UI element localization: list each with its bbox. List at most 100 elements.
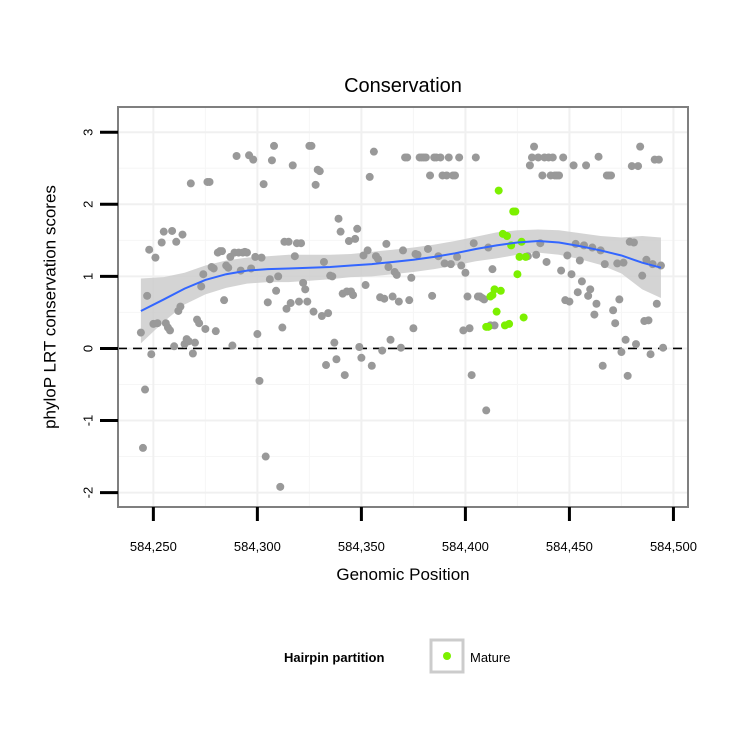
data-point	[143, 291, 152, 300]
data-point	[307, 141, 316, 150]
data-point	[636, 142, 645, 151]
data-point	[634, 162, 643, 171]
data-point	[340, 371, 349, 380]
data-point	[332, 355, 341, 364]
data-point	[394, 297, 403, 306]
data-point	[469, 239, 478, 248]
data-point	[559, 153, 568, 162]
data-point	[261, 452, 270, 461]
data-point-mature	[496, 286, 505, 295]
data-point	[569, 161, 578, 170]
legend-entry-mature: Mature	[470, 650, 510, 665]
data-point	[382, 239, 391, 248]
data-points	[136, 141, 668, 491]
data-point	[176, 302, 185, 311]
data-point	[319, 257, 328, 266]
data-point	[259, 180, 268, 189]
data-point	[276, 482, 285, 491]
data-point	[178, 230, 187, 239]
data-point	[592, 299, 601, 308]
data-point-mature	[490, 285, 499, 294]
data-point	[365, 172, 374, 181]
x-tick-label: 584,450	[546, 539, 593, 554]
data-point	[290, 252, 299, 261]
data-point	[594, 152, 603, 161]
data-point	[654, 155, 663, 164]
data-point	[367, 361, 376, 370]
data-point	[409, 324, 418, 333]
data-point	[451, 171, 460, 180]
data-point	[527, 153, 536, 162]
data-point	[147, 350, 156, 359]
data-point	[609, 306, 618, 315]
data-point	[157, 238, 166, 247]
data-point	[436, 153, 445, 162]
data-point	[378, 346, 387, 355]
data-point	[284, 237, 293, 246]
data-point	[336, 227, 345, 236]
data-point	[573, 288, 582, 297]
data-point	[232, 152, 241, 161]
legend-title: Hairpin partition	[284, 650, 384, 665]
smooth-line-group	[140, 240, 662, 312]
data-point	[615, 295, 624, 304]
data-point	[534, 153, 543, 162]
data-point	[413, 250, 422, 259]
data-point	[644, 316, 653, 325]
confidence-ribbon-group	[140, 229, 661, 344]
data-point	[388, 292, 397, 301]
data-point	[286, 299, 295, 308]
y-tick-label: -1	[81, 415, 96, 427]
data-point	[170, 342, 179, 351]
data-point	[270, 141, 279, 150]
data-point	[324, 309, 333, 318]
data-point	[563, 251, 572, 260]
data-point	[565, 297, 574, 306]
data-point	[542, 257, 551, 266]
data-point-mature	[494, 186, 503, 195]
data-point	[611, 319, 620, 328]
data-point	[617, 348, 626, 357]
data-point	[638, 271, 647, 280]
data-point	[530, 142, 539, 151]
x-tick-label: 584,300	[234, 539, 281, 554]
data-point	[278, 323, 287, 332]
axes: 584,250 584,300 584,350 584,400 584,450 584,5…	[81, 129, 697, 554]
data-point	[403, 153, 412, 162]
data-point	[263, 298, 272, 307]
y-tick-label: 1	[81, 273, 96, 280]
plot-panel	[118, 107, 688, 507]
data-point	[567, 270, 576, 279]
data-point	[138, 443, 147, 452]
data-point	[288, 161, 297, 170]
data-point	[322, 361, 331, 370]
data-point	[631, 340, 640, 349]
data-point	[172, 237, 181, 246]
data-point	[159, 227, 168, 236]
data-point	[361, 281, 370, 290]
data-point	[255, 376, 264, 385]
x-tick-label: 584,500	[650, 539, 697, 554]
data-point	[444, 153, 453, 162]
data-point	[272, 286, 281, 295]
data-point	[168, 226, 177, 235]
smooth-line	[140, 240, 662, 312]
data-point	[407, 273, 416, 282]
data-point	[490, 321, 499, 330]
data-point	[455, 153, 464, 162]
data-point	[195, 319, 204, 328]
data-point	[607, 171, 616, 180]
data-point	[575, 256, 584, 265]
data-point	[317, 312, 326, 321]
data-point-mature	[519, 313, 528, 322]
data-point	[621, 335, 630, 344]
data-point	[465, 324, 474, 333]
data-point	[141, 385, 150, 394]
data-point	[652, 299, 661, 308]
data-point	[488, 265, 497, 274]
data-point	[482, 406, 491, 415]
data-point	[294, 297, 303, 306]
data-point	[374, 255, 383, 264]
data-point	[463, 292, 472, 301]
data-point	[392, 270, 401, 279]
